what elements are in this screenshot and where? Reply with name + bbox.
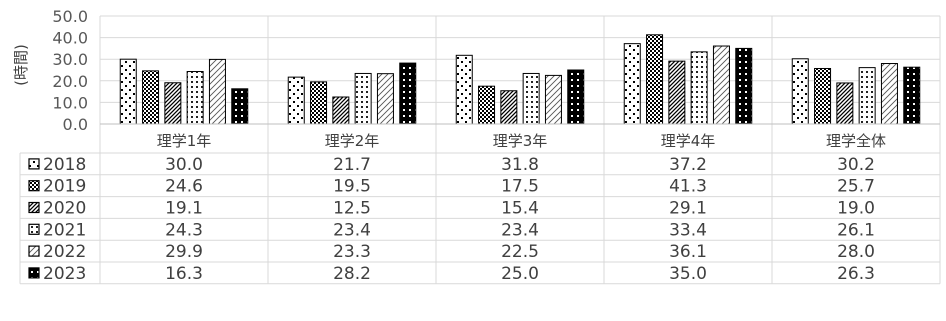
table-cell: 15.4 (501, 199, 539, 219)
category-label: 理学全体 (826, 132, 886, 150)
bar-2022-3 (544, 74, 562, 125)
table-cell: 41.3 (669, 177, 707, 197)
bar-2019-1 (142, 70, 160, 125)
legend-key-2021 (28, 223, 40, 235)
legend-key-2018 (28, 158, 40, 170)
table-cell: 24.6 (165, 177, 203, 197)
series-label: 2018 (43, 155, 86, 175)
bar-2023-1 (231, 88, 249, 125)
table-cell: 23.4 (501, 220, 539, 240)
bar-2018-4 (623, 43, 641, 125)
legend-key-2019 (28, 180, 40, 192)
y-tick-label: 40.0 (52, 29, 88, 48)
bar-2021-5 (858, 67, 876, 125)
table-cell: 28.2 (333, 264, 371, 284)
bar-2022-2 (376, 73, 394, 125)
bar-2021-3 (522, 72, 540, 125)
y-tick-label: 10.0 (52, 93, 88, 112)
bar-2023-4 (735, 47, 753, 125)
table-cell: 19.5 (333, 177, 371, 197)
bar-2020-3 (500, 90, 518, 125)
bar-2020-2 (332, 96, 350, 125)
table-cell: 25.0 (501, 264, 539, 284)
table-cell: 31.8 (501, 155, 539, 175)
table-cell: 24.3 (165, 220, 203, 240)
bar-2023-5 (903, 66, 921, 125)
table-cell: 29.9 (165, 242, 203, 262)
table-cell: 19.1 (165, 199, 203, 219)
bar-2018-2 (287, 76, 305, 125)
table-cell: 16.3 (165, 264, 203, 284)
series-label: 2020 (43, 199, 86, 219)
table-cell: 30.0 (165, 155, 203, 175)
bar-2022-4 (712, 45, 730, 125)
series-label: 2019 (43, 177, 86, 197)
table-cell: 30.2 (837, 155, 875, 175)
table-cell: 22.5 (501, 242, 539, 262)
series-label: 2022 (43, 242, 86, 262)
table-cell: 23.3 (333, 242, 371, 262)
table-cell: 21.7 (333, 155, 371, 175)
y-tick-label: 30.0 (52, 50, 88, 69)
bar-2021-1 (186, 71, 204, 125)
bar-2019-3 (478, 85, 496, 125)
bar-2022-1 (208, 58, 226, 125)
bar-2018-3 (455, 54, 473, 125)
y-axis-label: (時間) (12, 44, 30, 86)
table-cell: 23.4 (333, 220, 371, 240)
table-cell: 33.4 (669, 220, 707, 240)
table-cell: 29.1 (669, 199, 707, 219)
bar-2023-3 (567, 69, 585, 125)
bar-2020-5 (836, 82, 854, 125)
legend-key-2023 (28, 267, 40, 279)
table-cell: 26.1 (837, 220, 875, 240)
table-cell: 12.5 (333, 199, 371, 219)
bar-2020-1 (164, 82, 182, 125)
table-cell: 19.0 (837, 199, 875, 219)
bar-2020-4 (668, 60, 686, 125)
legend-key-2022 (28, 245, 40, 257)
bar-2019-5 (814, 67, 832, 125)
table-cell: 37.2 (669, 155, 707, 175)
bar-2018-5 (791, 58, 809, 125)
bar-2019-4 (646, 34, 664, 125)
series-label: 2021 (43, 220, 86, 240)
bar-2022-5 (880, 63, 898, 125)
bar-2021-4 (690, 51, 708, 125)
y-tick-label: 50.0 (52, 7, 88, 26)
bar-2018-1 (119, 58, 137, 125)
series-label: 2023 (43, 264, 86, 284)
table-cell: 25.7 (837, 177, 875, 197)
category-label: 理学4年 (661, 132, 716, 150)
bar-2019-2 (310, 81, 328, 125)
bar-2021-2 (354, 72, 372, 125)
bar-2023-2 (399, 62, 417, 125)
legend-key-2020 (28, 201, 40, 214)
category-label: 理学1年 (157, 132, 212, 150)
table-cell: 35.0 (669, 264, 707, 284)
table-cell: 26.3 (837, 264, 875, 284)
table-cell: 17.5 (501, 177, 539, 197)
category-label: 理学3年 (493, 132, 548, 150)
table-cell: 36.1 (669, 242, 707, 262)
table-cell: 28.0 (837, 242, 875, 262)
y-tick-label: 20.0 (52, 72, 88, 91)
y-tick-label: 0.0 (63, 115, 88, 134)
category-label: 理学2年 (325, 132, 380, 150)
